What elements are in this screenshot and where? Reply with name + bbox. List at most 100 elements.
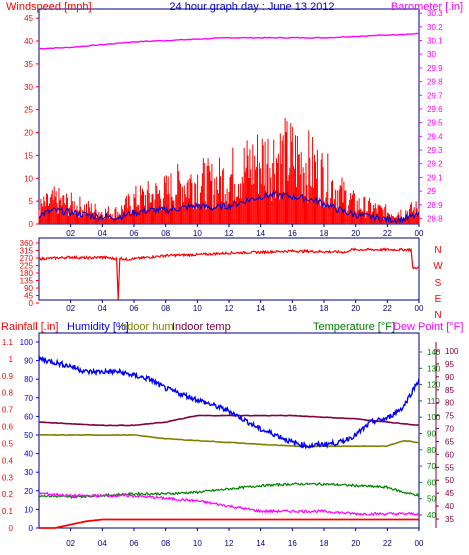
rainfall-y-tick-label: 0.6 (2, 423, 14, 432)
windspeed-y-tick-label: 10 (24, 174, 33, 183)
temperature-y-tick-label: 70 (427, 462, 436, 471)
climate-x-tick-label: 06 (130, 539, 139, 548)
wind-average-line (38, 189, 420, 225)
direction-y-tick-label: 360 (20, 239, 34, 248)
wind-panel-frame (38, 8, 420, 225)
barometer-y-tick-label: 28.8 (427, 215, 443, 224)
wind-x-tick-label: 22 (383, 229, 392, 238)
chart-title: 24 hour graph day : June 13 2012 (169, 1, 334, 13)
temperature-y-tick-label: 130 (427, 364, 441, 373)
windspeed-y-tick-label: 20 (24, 129, 33, 138)
humidity-y-tick-label: 0 (29, 524, 34, 533)
dewpoint-y-tick-label: 95 (445, 360, 454, 369)
direction-x-tick-label: 10 (193, 304, 202, 313)
rainfall-y-tick-label: 0.4 (2, 456, 14, 465)
dewpoint-y-tick-label: 75 (445, 412, 454, 421)
climate-x-tick-label: 00 (415, 539, 424, 548)
climate-x-tick-label: 10 (193, 539, 202, 548)
wind-x-tick-label: 08 (161, 229, 170, 238)
indoor-hum-line (38, 433, 420, 448)
direction-x-tick-label: 08 (161, 304, 170, 313)
direction-x-tick-label: 02 (66, 304, 75, 313)
dewpoint-y-tick-label: 50 (445, 476, 454, 485)
rainfall-y-tick-label: 0.8 (2, 389, 14, 398)
windspeed-y-tick-label: 5 (29, 197, 34, 206)
climate-x-tick-label: 08 (161, 539, 170, 548)
windspeed-y-tick-label: 15 (24, 151, 33, 160)
compass-label: E (435, 294, 442, 305)
direction-x-tick-label: 00 (415, 304, 424, 313)
wind-x-tick-label: 20 (351, 229, 360, 238)
dewpoint-y-tick-label: 55 (445, 463, 454, 472)
windspeed-y-tick-label: 45 (24, 14, 33, 23)
barometer-y-tick-label: 29.9 (427, 64, 443, 73)
windspeed-axis-label: Windspeed [mph] (6, 1, 92, 13)
humidity-y-tick-label: 70 (24, 394, 33, 403)
direction-y-tick-label: 45 (24, 292, 33, 301)
chart-series (38, 32, 420, 529)
axes-ticks: 05101520253035404528.828.92929.129.229.3… (2, 9, 459, 548)
barometer-y-tick-label: 30.3 (427, 9, 443, 18)
wind-x-tick-label: 16 (288, 229, 297, 238)
barometer-y-tick-label: 29.6 (427, 105, 443, 114)
direction-x-tick-label: 18 (320, 304, 329, 313)
rainfall-legend: Rainfall [.in] (1, 321, 58, 333)
barometer-y-tick-label: 29.1 (427, 173, 443, 182)
temperature-y-tick-label: 110 (427, 397, 440, 406)
barometer-y-tick-label: 30.1 (427, 36, 443, 45)
climate-x-tick-label: 12 (225, 539, 234, 548)
wind-x-tick-label: 02 (66, 229, 75, 238)
wind-x-tick-label: 00 (415, 229, 424, 238)
humidity-y-tick-label: 60 (24, 412, 33, 421)
barometer-y-tick-label: 29.8 (427, 78, 443, 87)
windspeed-y-tick-label: 0 (29, 220, 34, 229)
rainfall-y-tick-label: 0.7 (2, 406, 14, 415)
compass-label: W (433, 261, 443, 272)
indoor-hum-legend: Indoor hum (118, 321, 174, 333)
climate-x-tick-label: 18 (320, 539, 329, 548)
humidity-y-tick-label: 80 (24, 375, 33, 384)
dewpoint-y-tick-label: 60 (445, 450, 454, 459)
rainfall-y-tick-label: 0.5 (2, 439, 14, 448)
windspeed-y-tick-label: 40 (24, 37, 33, 46)
rainfall-y-tick-label: 0.9 (2, 372, 14, 381)
rainfall-y-tick-label: 0.3 (2, 473, 14, 482)
barometer-y-tick-label: 29.2 (427, 160, 443, 169)
humidity-legend: Humidity [%] (67, 321, 129, 333)
humidity-y-tick-label: 30 (24, 468, 33, 477)
barometer-line (38, 32, 420, 50)
dewpoint-legend: Dew Point [°F] (393, 321, 463, 333)
dewpoint-y-tick-label: 35 (445, 515, 454, 524)
direction-y-tick-label: 0 (29, 299, 34, 308)
barometer-y-tick-label: 30 (427, 50, 436, 59)
barometer-y-tick-label: 30.2 (427, 23, 443, 32)
compass-label: N (434, 310, 441, 321)
wind-direction-line (38, 247, 420, 300)
windspeed-y-tick-label: 35 (24, 60, 33, 69)
wind-x-tick-label: 14 (256, 229, 265, 238)
climate-x-tick-label: 04 (98, 539, 107, 548)
direction-y-tick-label: 90 (24, 284, 33, 293)
temperature-y-tick-label: 60 (427, 478, 436, 487)
barometer-y-tick-label: 29 (427, 187, 436, 196)
direction-x-tick-label: 06 (130, 304, 139, 313)
temperature-y-tick-label: 90 (427, 430, 436, 439)
direction-y-tick-label: 315 (20, 247, 34, 256)
direction-y-tick-label: 135 (20, 277, 34, 286)
direction-x-tick-label: 22 (383, 304, 392, 313)
indoor-temp-legend: Indoor temp (172, 321, 231, 333)
windspeed-y-tick-label: 30 (24, 83, 33, 92)
rainfall-y-tick-label: 1 (9, 355, 14, 364)
direction-y-tick-label: 180 (20, 269, 34, 278)
temperature-y-tick-label: 140 (427, 348, 441, 357)
temperature-y-tick-label: 80 (427, 446, 436, 455)
rainfall-y-tick-label: 0.1 (2, 507, 14, 516)
barometer-y-tick-label: 29.7 (427, 91, 443, 100)
direction-x-tick-label: 04 (98, 304, 107, 313)
dewpoint-y-tick-label: 100 (445, 347, 459, 356)
climate-x-tick-label: 22 (383, 539, 392, 548)
direction-x-tick-label: 14 (256, 304, 265, 313)
direction-x-tick-label: 16 (288, 304, 297, 313)
